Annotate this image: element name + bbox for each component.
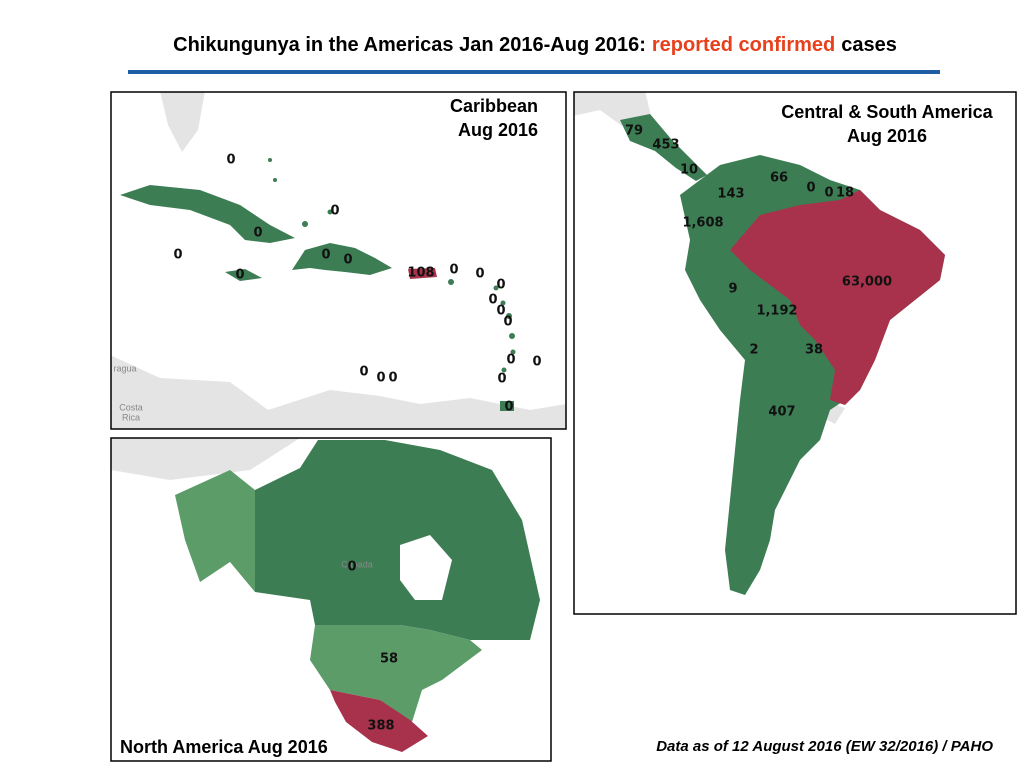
canada bbox=[255, 440, 540, 640]
case-count-label: 58 bbox=[380, 652, 398, 667]
case-count-label: 10 bbox=[680, 163, 698, 178]
case-count-label: 0 bbox=[496, 304, 505, 319]
case-count-label: 63,000 bbox=[842, 275, 892, 290]
case-count-label: 1,608 bbox=[682, 216, 723, 231]
jamaica bbox=[225, 269, 262, 281]
case-count-label: 0 bbox=[496, 278, 505, 293]
case-count-label: 0 bbox=[359, 365, 368, 380]
panel-frame bbox=[110, 437, 552, 762]
case-count-label: 0 bbox=[532, 355, 541, 370]
case-count-label: 79 bbox=[625, 124, 643, 139]
case-count-label: 407 bbox=[768, 405, 795, 420]
north-america-map bbox=[110, 437, 552, 762]
case-count-label: 0 bbox=[347, 560, 356, 575]
case-count-label: 1,192 bbox=[756, 304, 797, 319]
case-count-label: 0 bbox=[475, 267, 484, 282]
case-count-label: 0 bbox=[343, 253, 352, 268]
case-count-label: 108 bbox=[407, 266, 434, 281]
title-part: cases bbox=[841, 34, 897, 56]
case-count-label: 0 bbox=[806, 181, 815, 196]
slide-title: Chikungunya in the Americas Jan 2016-Aug… bbox=[173, 34, 897, 56]
case-count-label: 388 bbox=[367, 719, 394, 734]
panel-title: Aug 2016 bbox=[458, 120, 538, 140]
alaska bbox=[175, 470, 255, 592]
caribbean-map bbox=[110, 91, 567, 430]
hudson-bay bbox=[400, 535, 452, 600]
case-count-label: 0 bbox=[235, 268, 244, 283]
panel-title: Aug 2016 bbox=[847, 126, 927, 146]
title-highlight: reported confirmed bbox=[652, 34, 835, 56]
case-count-label: 0 bbox=[321, 248, 330, 263]
south-america-map bbox=[573, 91, 1017, 615]
case-count-label: 18 bbox=[836, 186, 854, 201]
central-america bbox=[620, 114, 707, 181]
case-count-label: 0 bbox=[388, 371, 397, 386]
small-islands bbox=[268, 158, 516, 411]
case-count-label: 0 bbox=[253, 226, 262, 241]
case-count-label: 0 bbox=[330, 204, 339, 219]
case-count-label: 143 bbox=[717, 187, 744, 202]
place-name: ragua bbox=[113, 363, 136, 373]
case-count-label: 9 bbox=[728, 282, 737, 297]
place-name: Rica bbox=[122, 412, 140, 422]
panel-title: Central & South America bbox=[781, 102, 993, 122]
case-count-label: 0 bbox=[449, 263, 458, 278]
case-count-label: 0 bbox=[506, 353, 515, 368]
land-background bbox=[111, 438, 300, 480]
place-name: Canada bbox=[341, 559, 373, 569]
case-count-label: 0 bbox=[173, 248, 182, 263]
mexico bbox=[330, 690, 428, 752]
united-states bbox=[310, 625, 482, 722]
panel-frame bbox=[110, 91, 567, 430]
source-note: Data as of 12 August 2016 (EW 32/2016) /… bbox=[656, 738, 993, 755]
cuba bbox=[120, 185, 295, 243]
case-count-label: 0 bbox=[226, 153, 235, 168]
hispaniola bbox=[292, 243, 392, 275]
panel-title: North America Aug 2016 bbox=[120, 737, 328, 757]
title-rule bbox=[128, 70, 940, 74]
case-count-label: 0 bbox=[503, 315, 512, 330]
case-count-label: 0 bbox=[824, 186, 833, 201]
puerto-rico bbox=[408, 268, 437, 279]
case-count-label: 0 bbox=[504, 400, 513, 415]
case-count-label: 0 bbox=[376, 371, 385, 386]
case-count-label: 0 bbox=[488, 293, 497, 308]
case-count-label: 453 bbox=[652, 138, 679, 153]
case-count-label: 0 bbox=[497, 372, 506, 387]
panel-frame bbox=[573, 91, 1017, 615]
land-background bbox=[160, 92, 205, 152]
case-count-label: 38 bbox=[805, 343, 823, 358]
panel-title: Caribbean bbox=[450, 96, 538, 116]
brazil bbox=[730, 190, 945, 405]
title-part: Chikungunya in the Americas Jan 2016-Aug… bbox=[173, 34, 646, 56]
case-count-label: 66 bbox=[770, 171, 788, 186]
place-name: Costa bbox=[119, 402, 143, 412]
land-background bbox=[111, 355, 566, 429]
case-count-label: 2 bbox=[749, 343, 758, 358]
